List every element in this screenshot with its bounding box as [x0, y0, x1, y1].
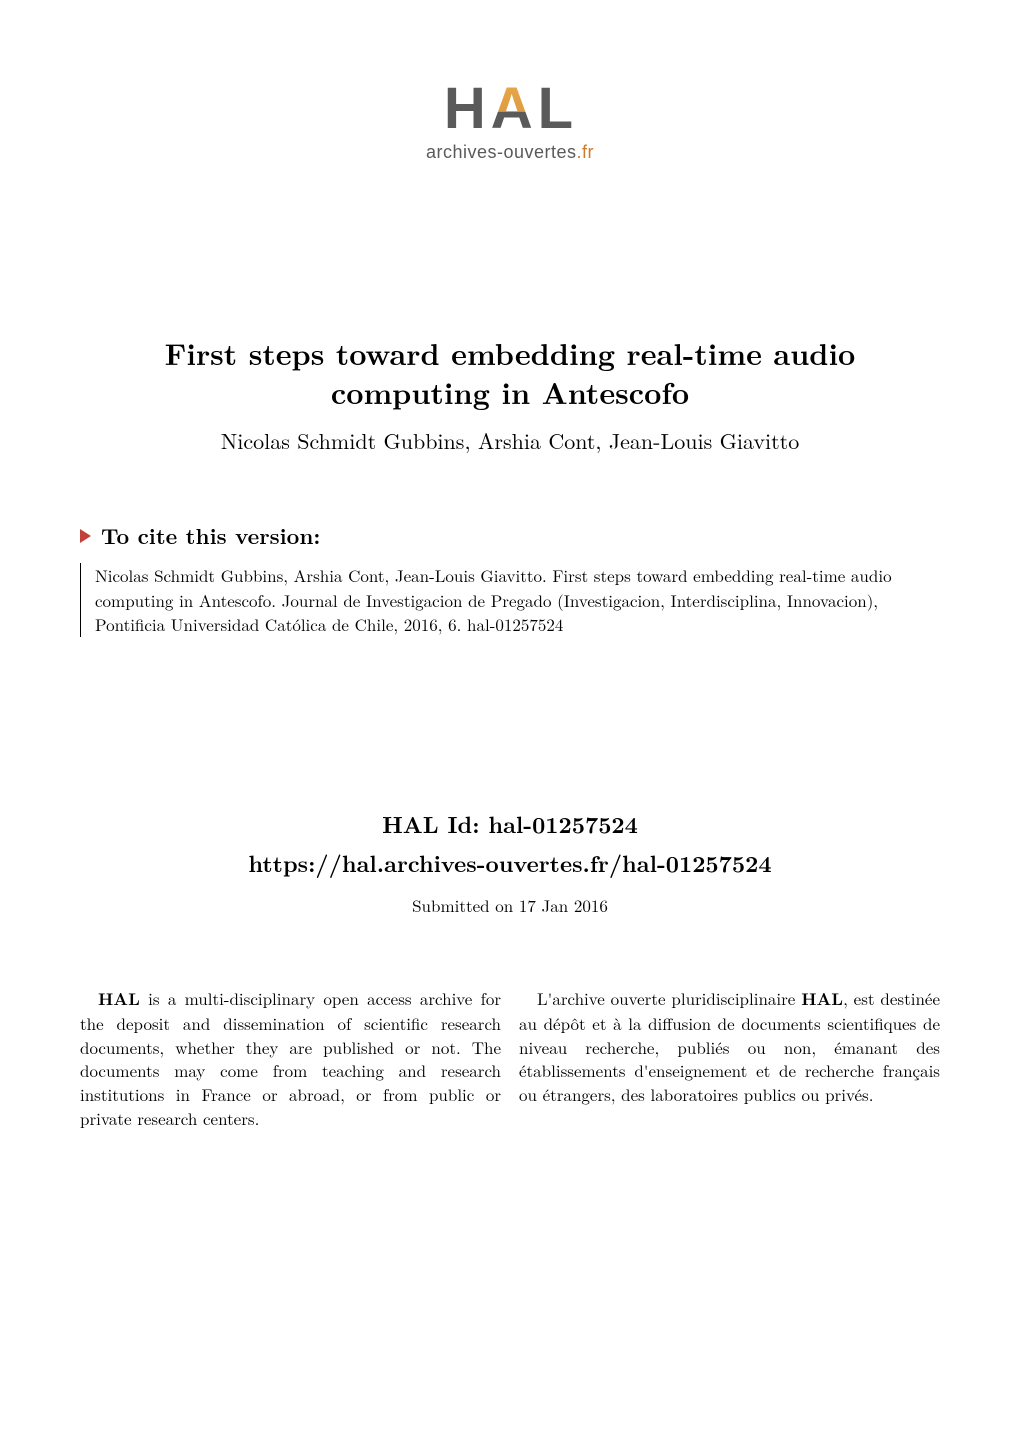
desc-en-bold: HAL: [98, 987, 140, 1011]
triangle-icon: [80, 529, 91, 543]
hal-logo-subtitle: archives-ouvertes.fr: [426, 142, 594, 163]
description-fr: L'archive ouverte pluridisciplinaire HAL…: [519, 987, 940, 1131]
citation-heading: To cite this version:: [80, 520, 940, 551]
logo-subtitle-prefix: archives-ouvertes: [426, 142, 577, 162]
paper-title: First steps toward embedding real-time a…: [90, 333, 930, 411]
description-columns: HAL is a multi-disciplinary open access …: [80, 987, 940, 1131]
logo-letter-l: L: [538, 80, 576, 138]
hal-logo-text: HAL: [426, 80, 594, 138]
logo-subtitle-suffix: .fr: [577, 142, 595, 162]
description-en: HAL is a multi-disciplinary open access …: [80, 987, 501, 1131]
citation-block: To cite this version: Nicolas Schmidt Gu…: [80, 520, 940, 637]
logo-letter-h: H: [444, 80, 489, 138]
desc-fr-prefix: L'archive ouverte pluridisciplinaire: [537, 986, 801, 1010]
hal-id: HAL Id: hal-01257524: [80, 807, 940, 840]
desc-fr-bold: HAL: [801, 987, 843, 1011]
citation-heading-text: To cite this version:: [101, 520, 320, 551]
submitted-date: Submitted on 17 Jan 2016: [80, 893, 940, 917]
logo-letter-a: A: [491, 80, 536, 138]
hal-url: https://hal.archives-ouvertes.fr/hal-012…: [80, 846, 940, 879]
hal-logo-inner: HAL archives-ouvertes.fr: [426, 80, 594, 163]
citation-text: Nicolas Schmidt Gubbins, Arshia Cont, Je…: [80, 563, 940, 637]
desc-en-rest: is a multi-disciplinary open access arch…: [80, 986, 501, 1130]
paper-authors: Nicolas Schmidt Gubbins, Arshia Cont, Je…: [80, 425, 940, 456]
hal-logo: HAL archives-ouvertes.fr: [80, 80, 940, 163]
